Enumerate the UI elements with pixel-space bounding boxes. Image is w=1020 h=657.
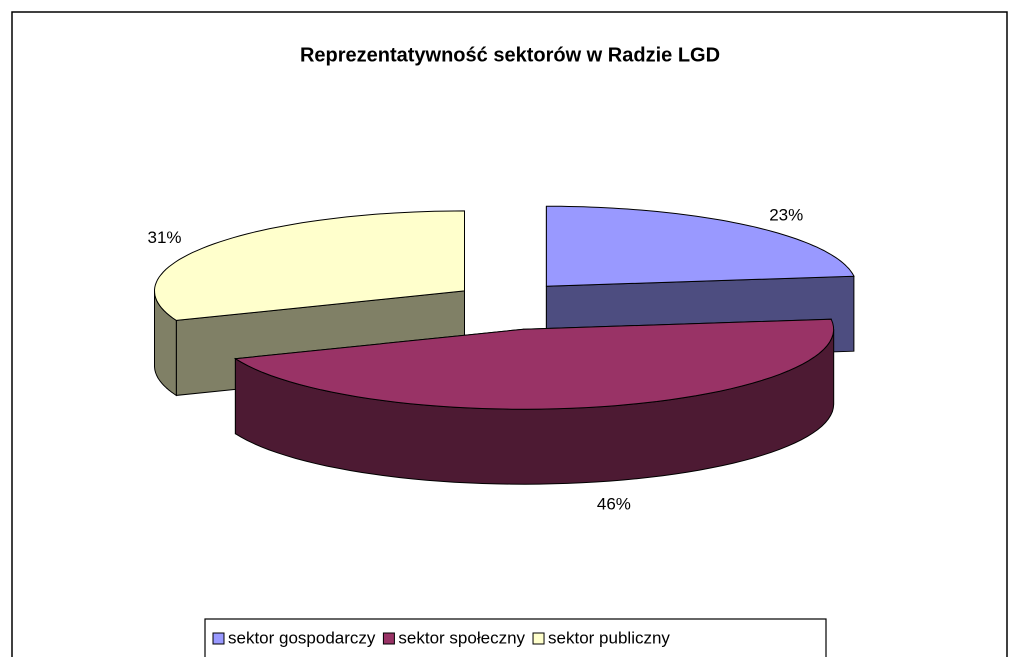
legend-label: sektor publiczny: [548, 628, 670, 647]
legend-box: [204, 618, 827, 657]
legend-label: sektor społeczny: [398, 628, 525, 647]
slice-top: [153, 210, 465, 321]
data-label: 31%: [148, 228, 182, 247]
slice-top: [233, 318, 835, 410]
legend-swatch: [532, 632, 545, 645]
slice-top: [545, 205, 855, 287]
data-label: 23%: [769, 206, 803, 225]
legend-swatch: [382, 632, 395, 645]
legend-label: sektor gospodarczy: [228, 628, 376, 647]
legend-swatch: [212, 632, 225, 645]
chart-title: Reprezentatywność sektorów w Radzie LGD: [300, 44, 720, 66]
data-label: 46%: [597, 494, 631, 513]
